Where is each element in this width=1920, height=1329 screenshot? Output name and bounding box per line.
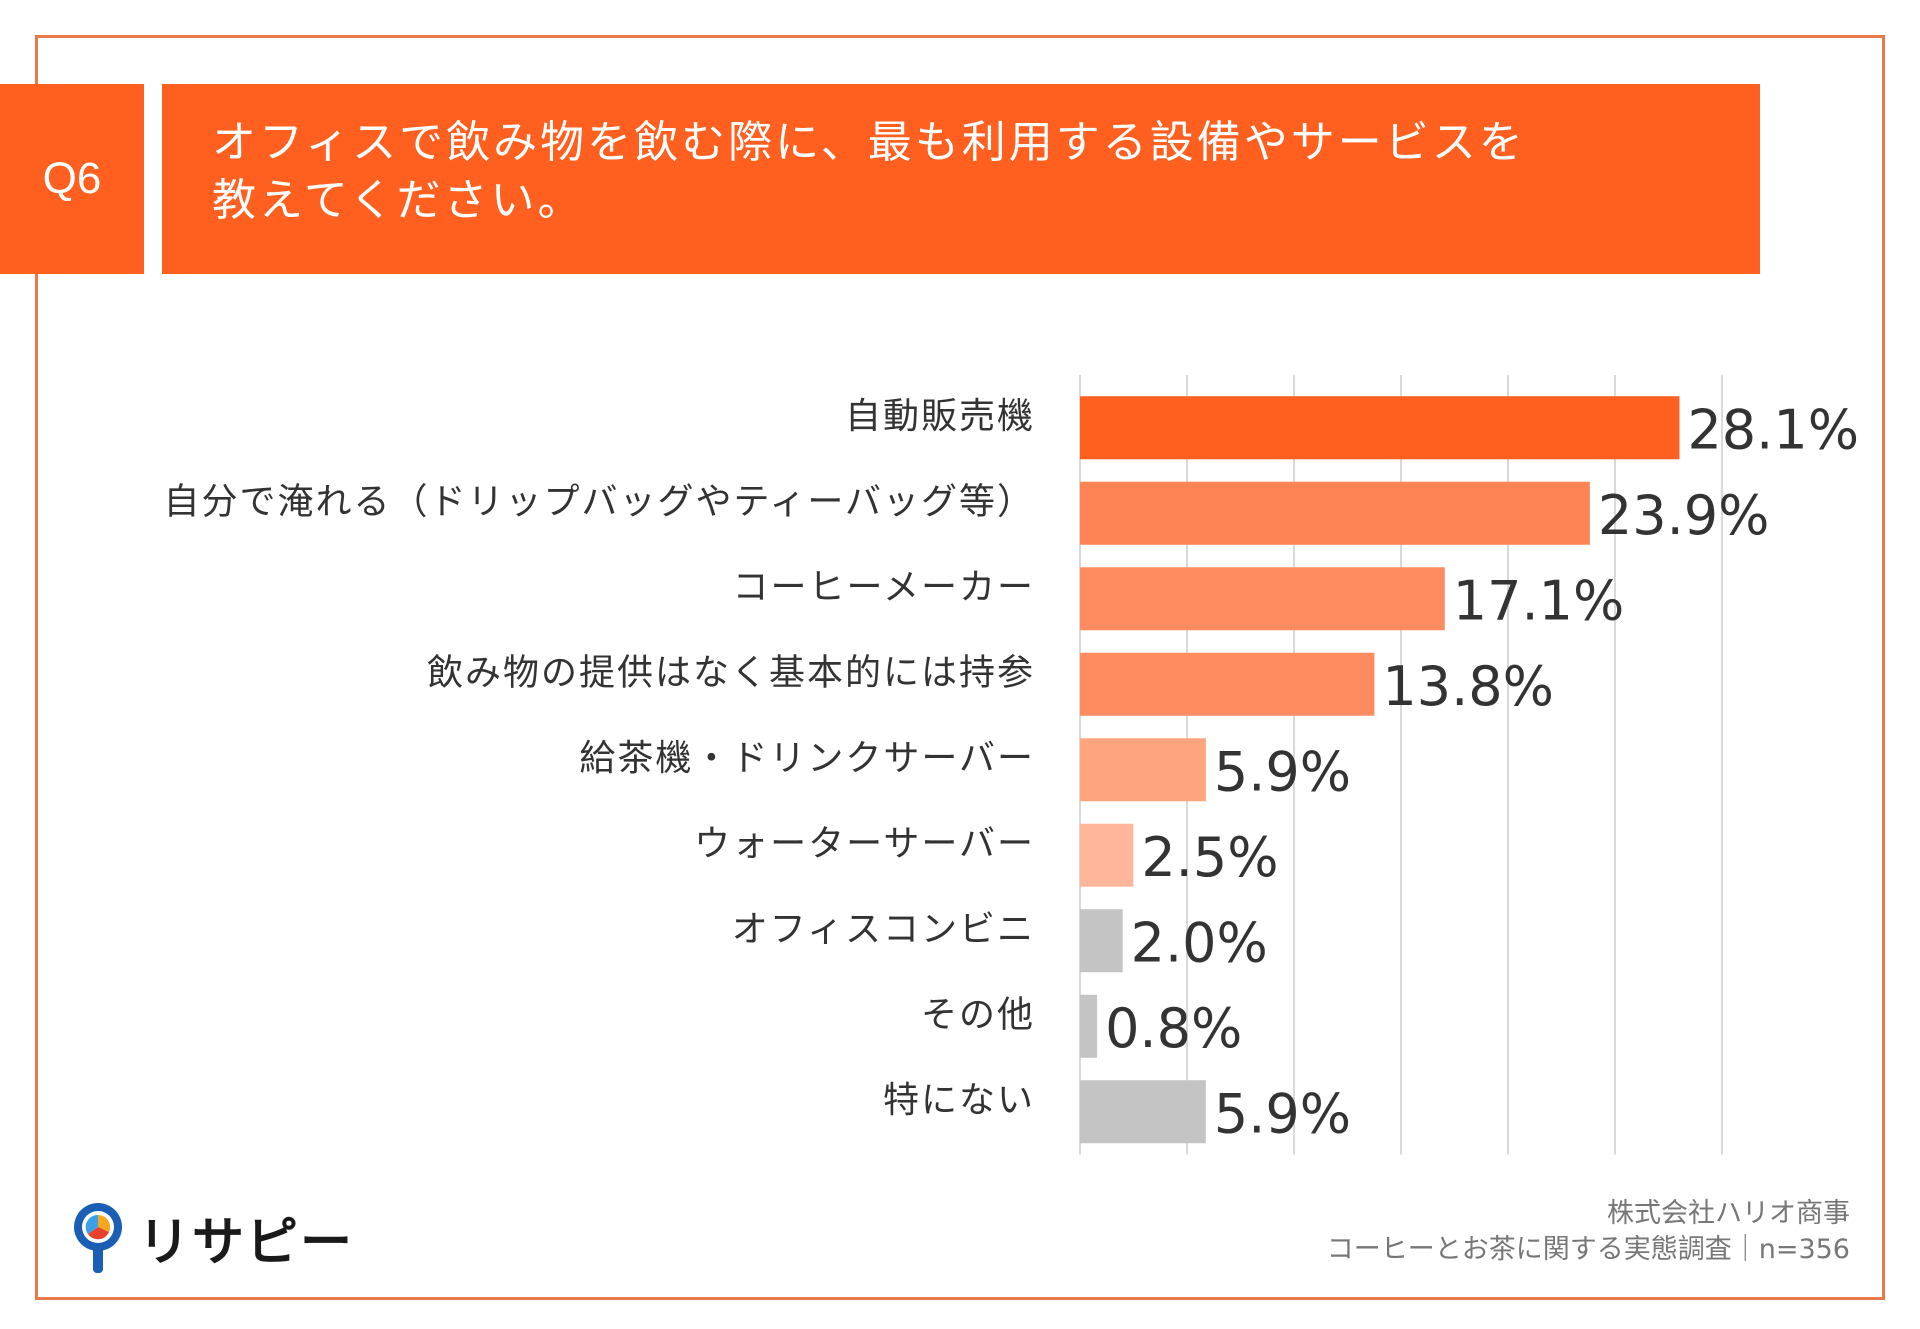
logo-text: リサピー: [138, 1213, 355, 1273]
value-label-2: 23.9%: [1598, 484, 1770, 547]
question-badge: Q6: [0, 84, 144, 274]
bar-4: [1080, 652, 1375, 716]
value-label-5: 5.9%: [1214, 740, 1351, 803]
bar-6: [1080, 823, 1134, 887]
value-label-1: 28.1%: [1687, 398, 1859, 461]
bar-3: [1080, 567, 1445, 631]
chart-value-labels: 28.1% 23.9% 17.1% 13.8% 5.9% 2.5% 2.0% 0.8% 5.9%: [1105, 398, 1859, 1145]
location-pin-icon: [74, 1202, 122, 1273]
question-line-2: 教えてください。: [212, 175, 585, 226]
bar-7: [1080, 909, 1123, 973]
question-line-1: オフィスで飲み物を飲む際に、最も利用する設備やサービスを: [212, 117, 1526, 168]
value-label-6: 2.5%: [1141, 826, 1278, 889]
category-label-6: ウォーターサーバー: [694, 823, 1035, 864]
value-label-8: 0.8%: [1105, 997, 1242, 1060]
outer-frame: [35, 35, 1885, 1300]
chart-bars: [1080, 396, 1680, 1144]
value-label-7: 2.0%: [1131, 911, 1268, 974]
category-label-5: 給茶機・ドリンクサーバー: [579, 738, 1035, 779]
value-label-9: 5.9%: [1214, 1082, 1351, 1145]
category-label-4: 飲み物の提供はなく基本的には持参: [427, 652, 1035, 693]
bar-2: [1080, 481, 1590, 545]
category-label-8: その他: [921, 994, 1035, 1035]
bar-9: [1080, 1080, 1206, 1144]
credit-company: 株式会社ハリオ商事: [1607, 1198, 1850, 1229]
category-label-7: オフィスコンビニ: [732, 909, 1035, 950]
value-label-3: 17.1%: [1453, 569, 1625, 632]
credit-survey: コーヒーとお茶に関する実態調査｜n=356: [1326, 1234, 1850, 1265]
category-label-9: 特にない: [883, 1080, 1035, 1121]
brand-logo: リサピー: [70, 1200, 354, 1275]
value-label-4: 13.8%: [1382, 655, 1554, 718]
bar-8: [1080, 994, 1098, 1058]
category-label-3: コーヒーメーカー: [732, 567, 1035, 608]
source-credit: 株式会社ハリオ商事 コーヒーとお茶に関する実態調査｜n=356: [1327, 1196, 1850, 1268]
bar-1: [1080, 396, 1680, 460]
question-title: オフィスで飲み物を飲む際に、最も利用する設備やサービスを 教えてください。: [162, 84, 1760, 274]
category-label-1: 自動販売機: [845, 396, 1035, 437]
bar-5: [1080, 738, 1206, 802]
category-label-2: 自分で淹れる（ドリップバッグやティーバッグ等）: [164, 481, 1035, 522]
